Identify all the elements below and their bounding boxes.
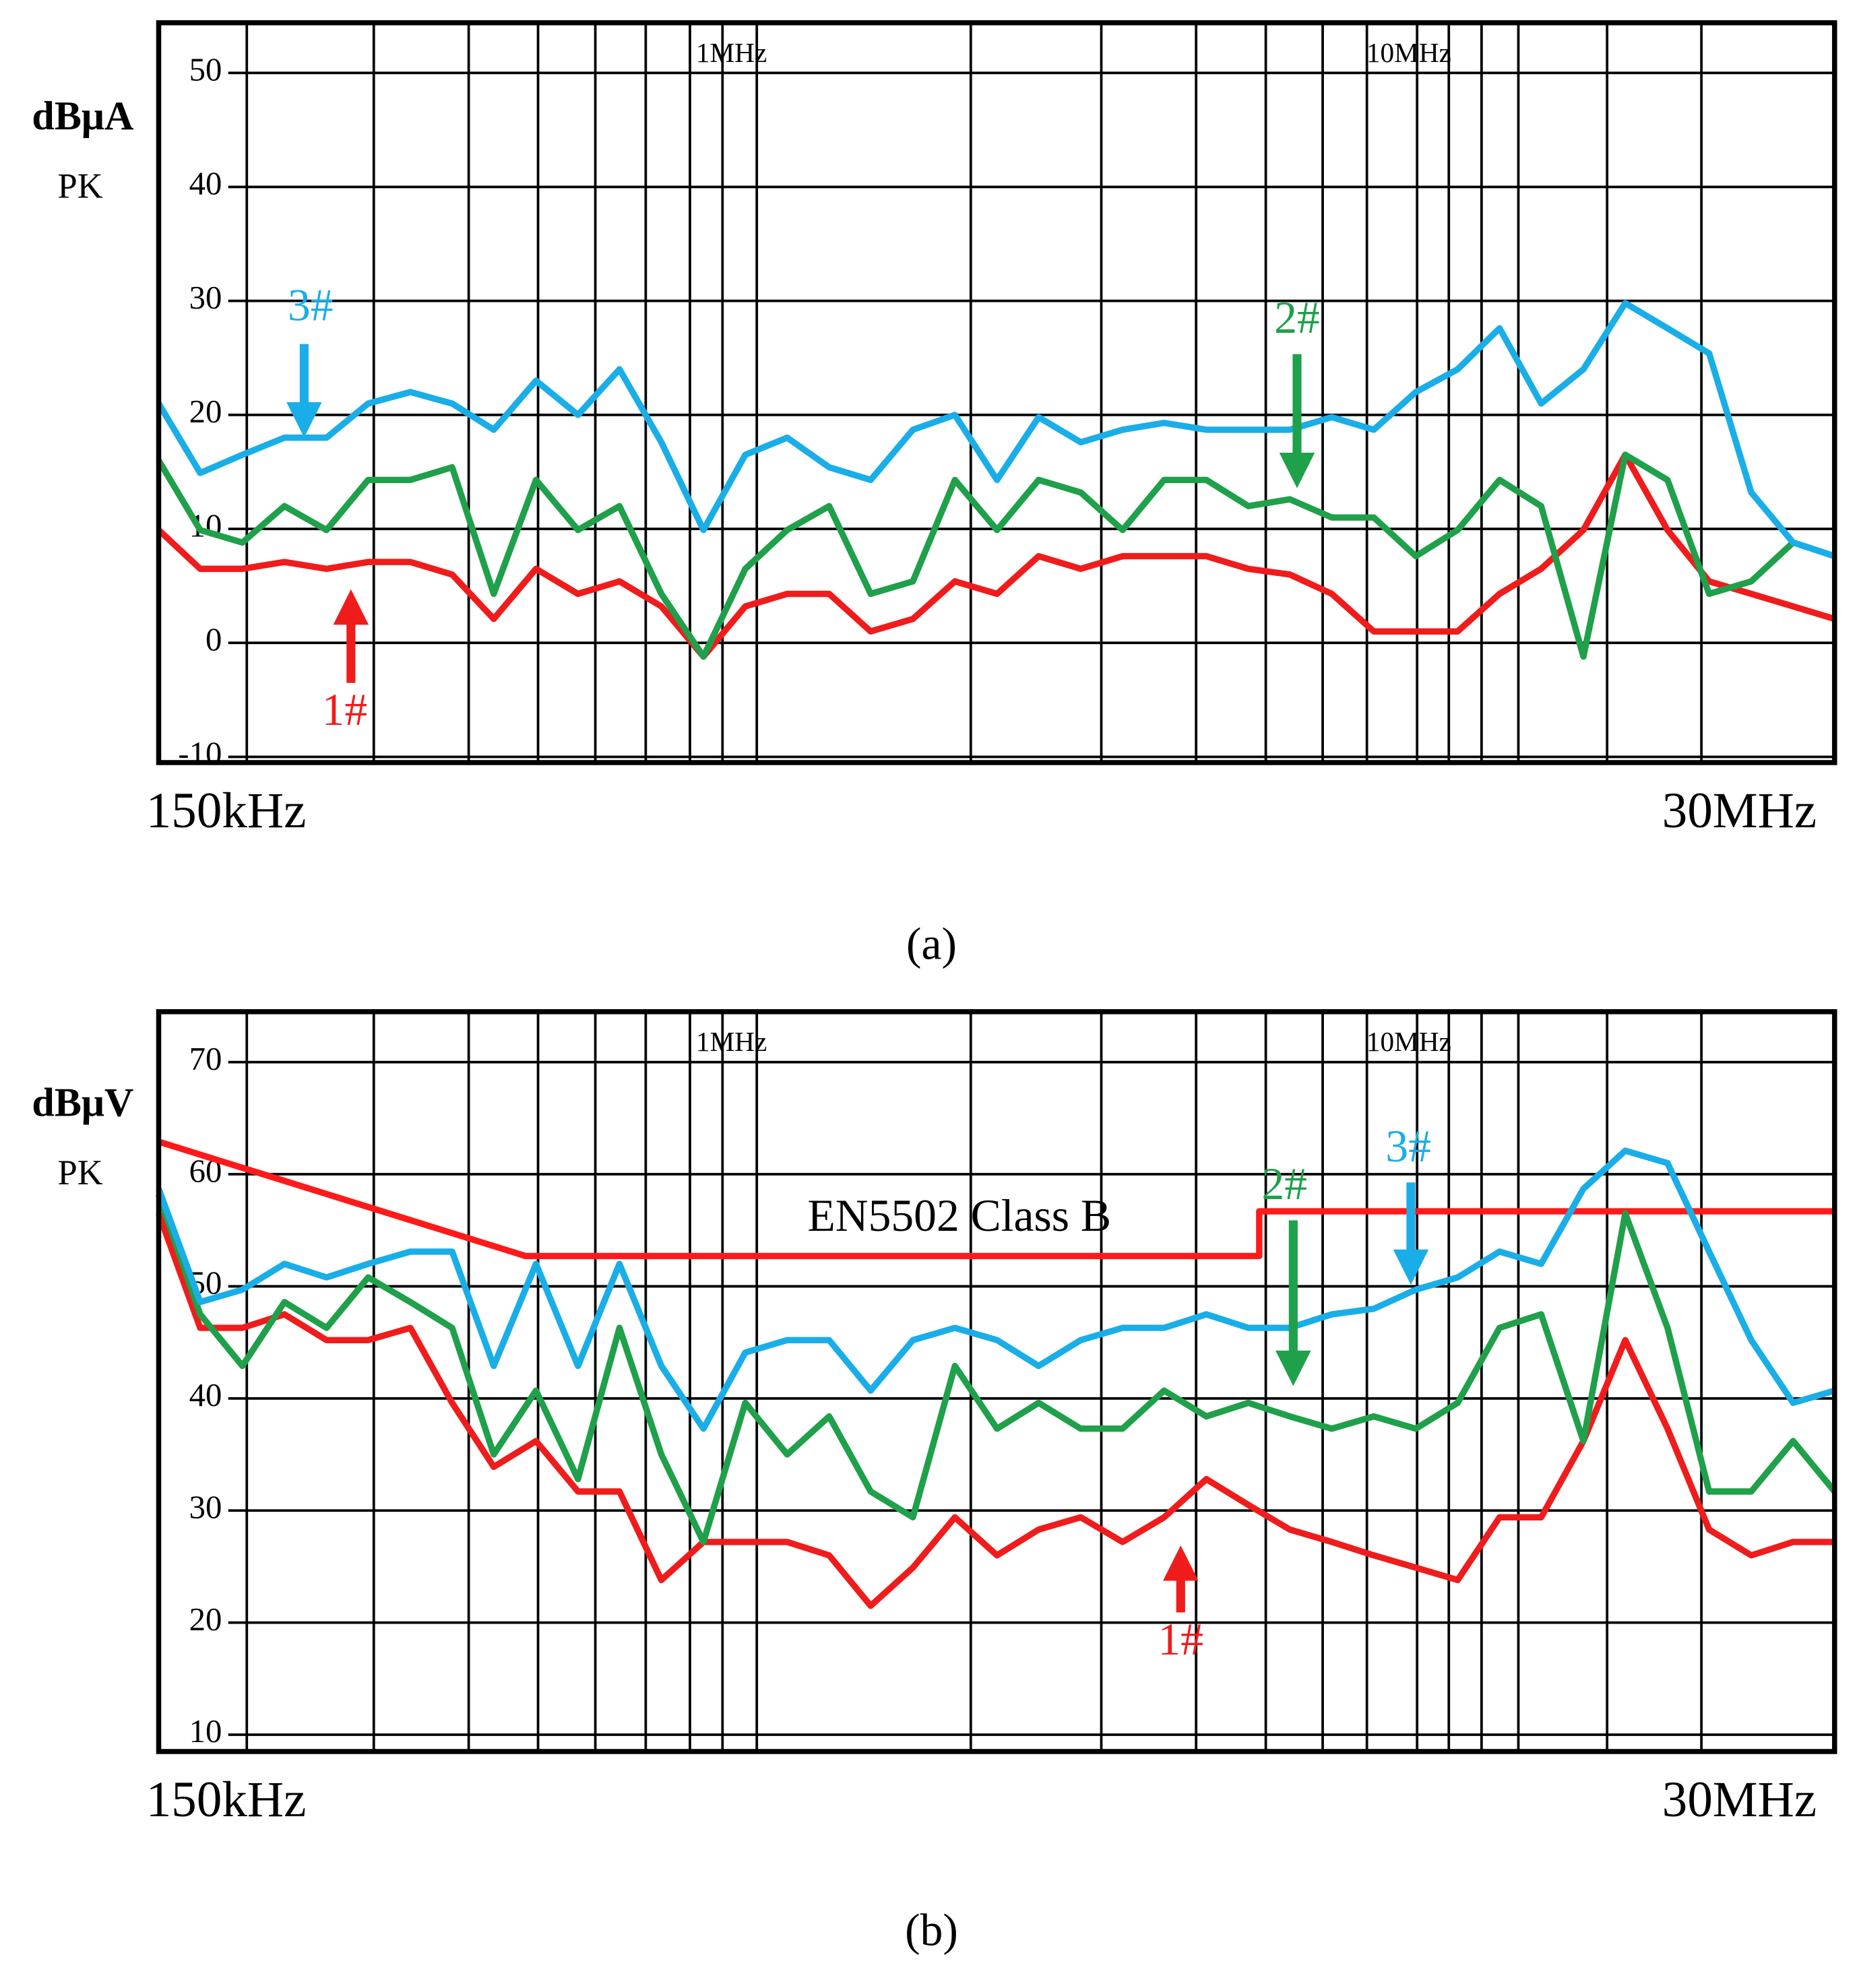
y-tick-label: 20	[189, 393, 222, 430]
x-tick-label-top: 10MHz	[1366, 1026, 1451, 1057]
limit-label: EN5502 Class B	[808, 1190, 1112, 1241]
x-tick-label-top: 10MHz	[1366, 37, 1451, 68]
y-tick-label: 30	[189, 1489, 222, 1525]
y-tick-label: 50	[189, 51, 222, 88]
arrow-head	[1163, 1545, 1199, 1581]
x-tick-label: 30MHz	[1662, 783, 1817, 839]
x-tick-label: 150kHz	[146, 1772, 307, 1828]
plot-frame	[156, 20, 1837, 765]
series-label: 1#	[322, 684, 368, 735]
x-tick-label: 150kHz	[146, 783, 307, 839]
y-detector: PK	[58, 1153, 103, 1192]
series-line	[156, 1193, 1837, 1545]
annotations: 3# 2# 1# 2# 3# 1# EN5502 Class B	[286, 280, 1431, 1665]
arrow-head	[1279, 453, 1315, 488]
y-tick-label: 10	[189, 1713, 222, 1750]
caption: (b)	[905, 1905, 958, 1956]
x-tick-label: 30MHz	[1662, 1772, 1817, 1828]
y-tick-label: 30	[189, 280, 222, 316]
caption: (a)	[906, 918, 957, 969]
y-tick-label: 40	[189, 1377, 222, 1413]
series-line	[156, 451, 1836, 660]
series-line	[156, 300, 1836, 560]
y-tick-label: -10	[178, 736, 222, 772]
series-label: 3#	[1385, 1121, 1431, 1172]
y-unit: dBμA	[32, 93, 133, 138]
x-tick-label-top: 1MHz	[696, 1026, 767, 1057]
series-label: 1#	[1158, 1614, 1204, 1665]
arrow-head	[286, 402, 322, 438]
series-line	[158, 1139, 1835, 1260]
series-label: 3#	[288, 280, 334, 330]
arrow-head	[1393, 1249, 1429, 1285]
arrow-head	[333, 589, 369, 625]
series-label: 2#	[1261, 1159, 1307, 1209]
y-tick-label: 0	[206, 621, 222, 658]
x-tick-label-top: 1MHz	[696, 37, 767, 68]
series-line	[156, 1147, 1836, 1432]
arrow-head	[1275, 1350, 1311, 1386]
y-tick-label: 70	[189, 1041, 222, 1077]
plot-frame	[156, 1009, 1837, 1754]
y-unit: dBμV	[32, 1079, 133, 1124]
y-detector: PK	[58, 167, 103, 206]
series-label: 2#	[1274, 292, 1320, 343]
series-line	[156, 451, 1836, 660]
series-line	[156, 1212, 1835, 1609]
y-tick-label: 20	[189, 1601, 222, 1638]
y-tick-label: 40	[189, 166, 222, 202]
